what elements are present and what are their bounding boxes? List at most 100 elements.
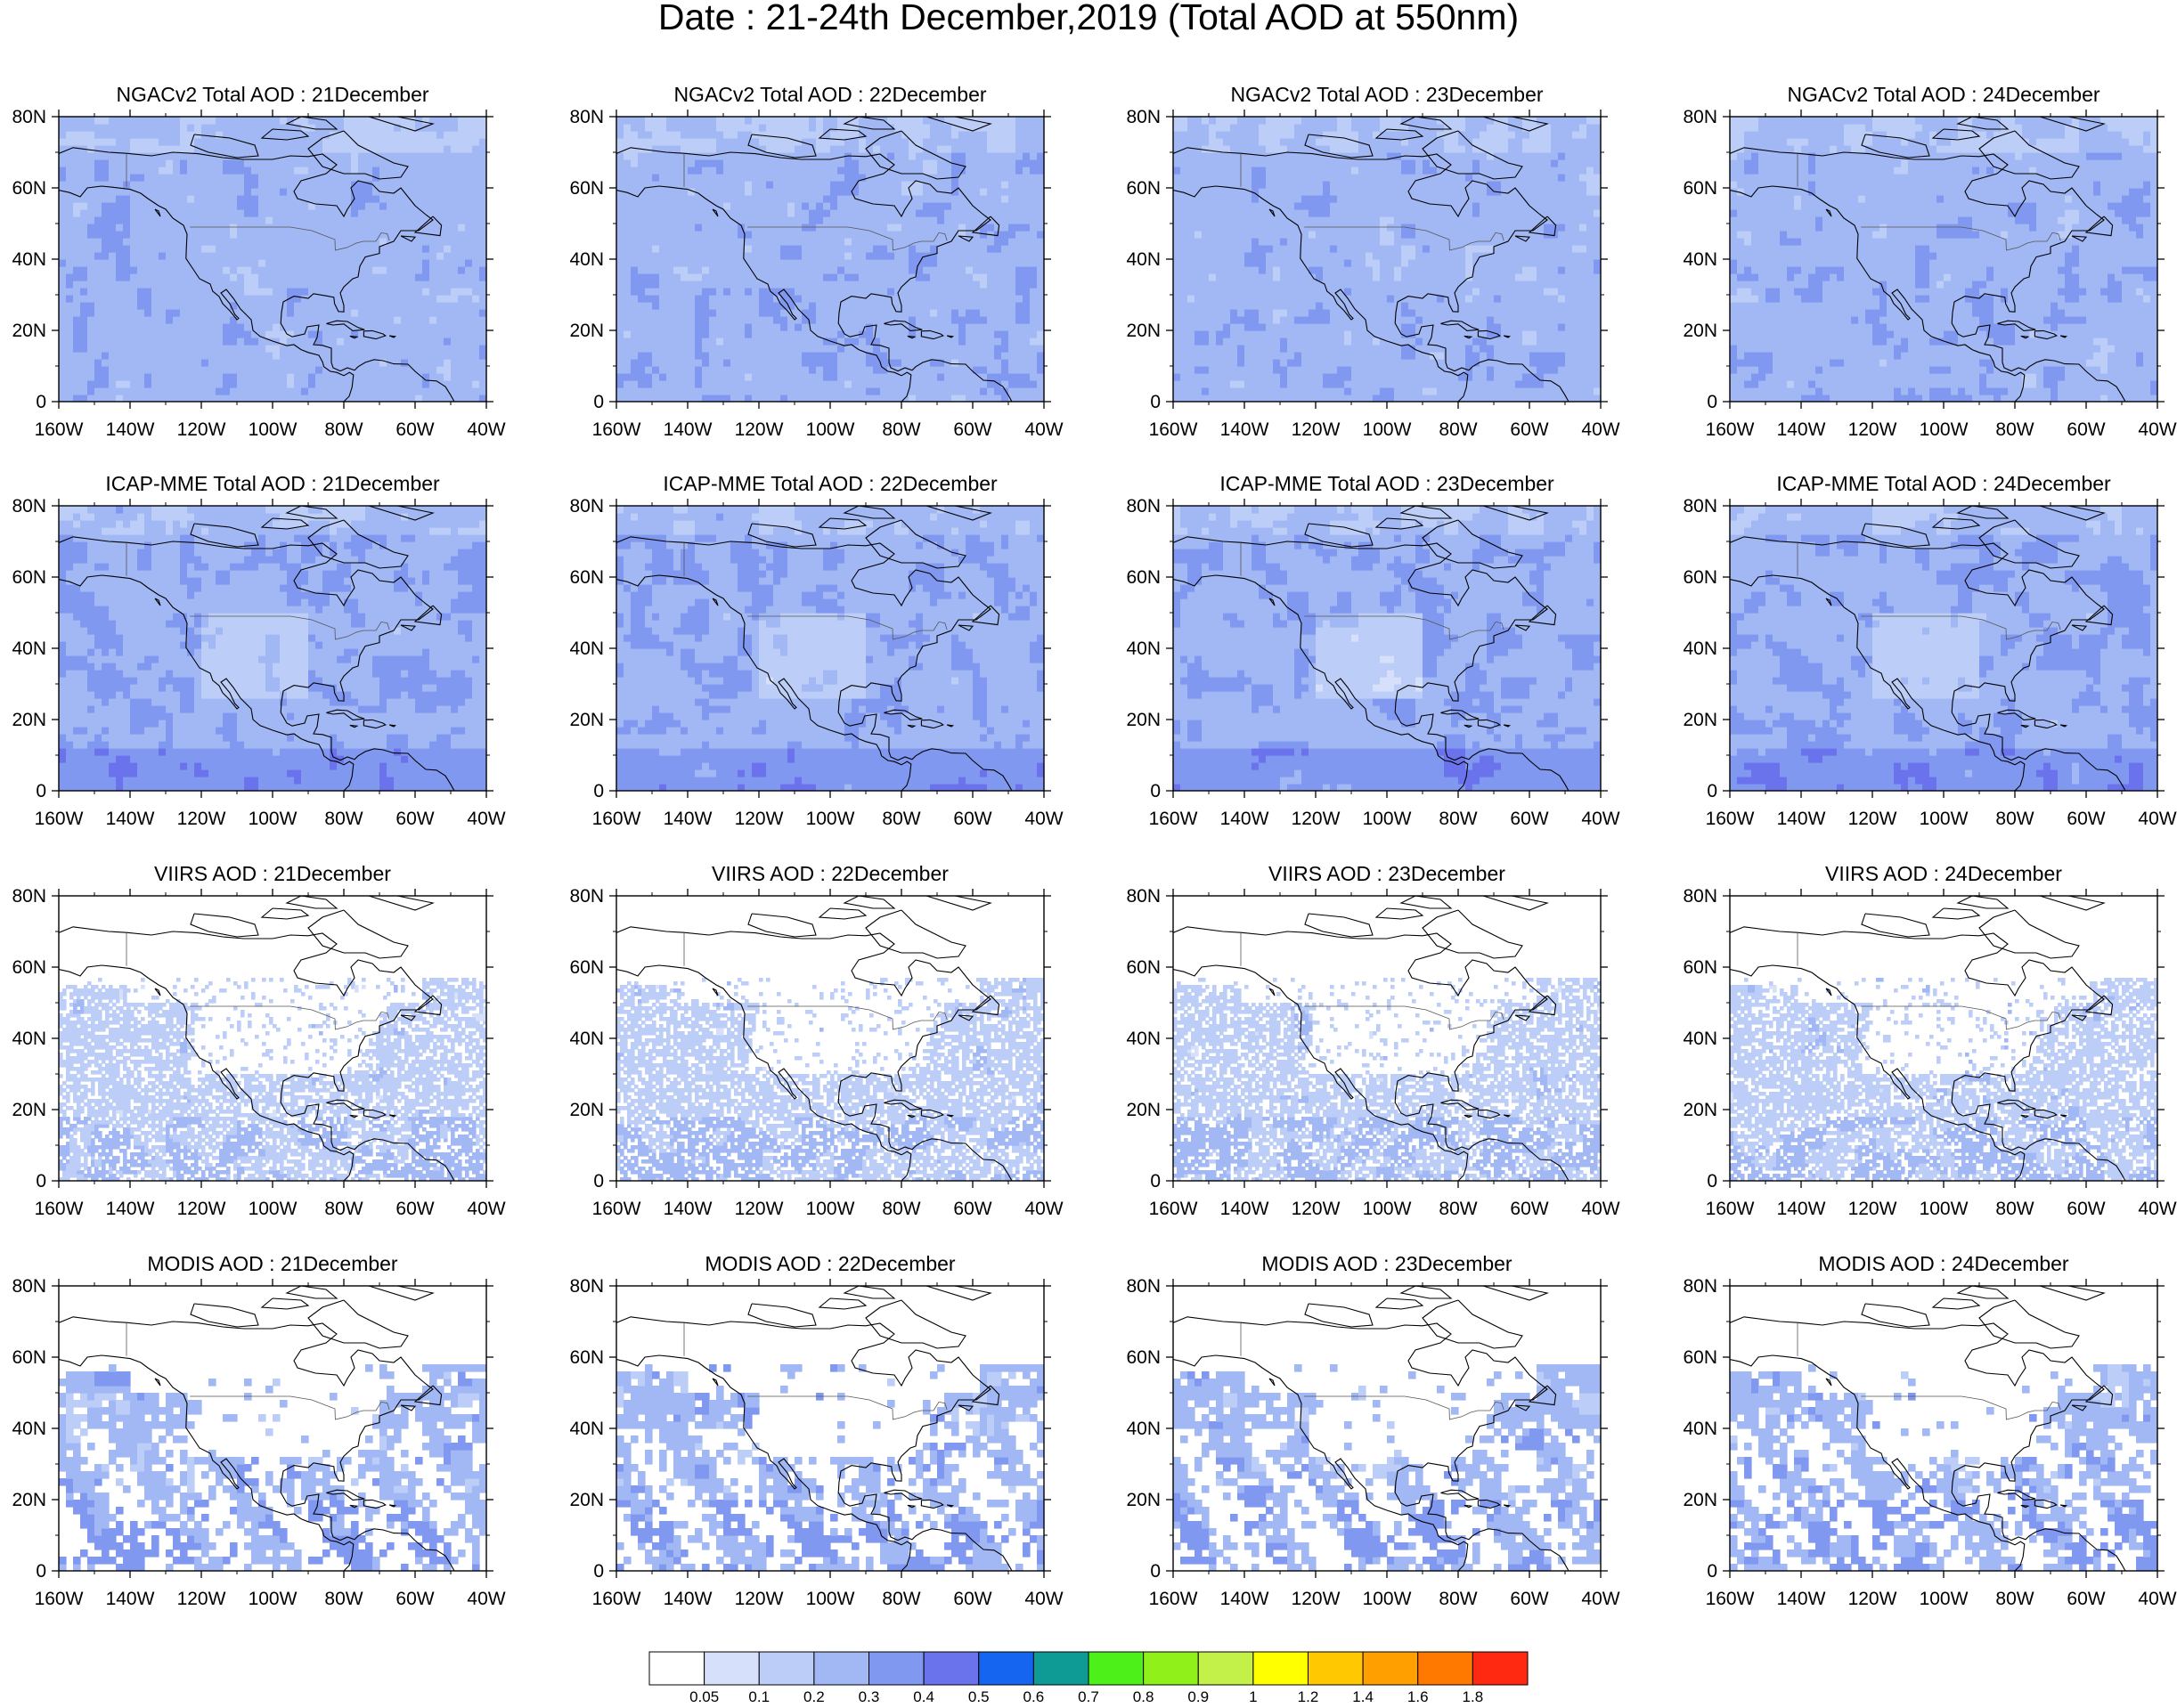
aod-cell xyxy=(837,345,845,353)
aod-cell xyxy=(823,295,831,303)
aod-cell xyxy=(916,338,924,346)
aod-cell xyxy=(194,288,202,296)
aod-cell xyxy=(180,295,188,303)
aod-cell xyxy=(752,309,760,317)
aod-cell xyxy=(273,181,281,189)
aod-cell xyxy=(624,380,632,388)
coastline-segment xyxy=(154,208,161,217)
aod-cell xyxy=(159,167,167,175)
aod-cell xyxy=(994,238,1002,246)
aod-cell xyxy=(436,316,444,324)
aod-cell xyxy=(688,238,696,246)
aod-cell xyxy=(330,373,338,381)
aod-cell xyxy=(116,330,124,338)
aod-cell xyxy=(624,174,632,182)
aod-cell xyxy=(1015,338,1023,346)
aod-cell xyxy=(652,359,660,367)
aod-cell xyxy=(415,295,423,303)
aod-cell xyxy=(94,309,102,317)
aod-cell xyxy=(816,387,824,395)
aod-cell xyxy=(973,330,981,338)
aod-cell xyxy=(73,352,81,360)
aod-cell xyxy=(887,238,895,246)
aod-cell xyxy=(773,117,781,125)
aod-cell xyxy=(344,152,352,160)
aod-cell xyxy=(1430,394,1438,402)
aod-cell xyxy=(909,394,917,402)
aod-cell xyxy=(73,366,81,374)
aod-cell xyxy=(301,174,309,182)
aod-cell xyxy=(873,338,881,346)
aod-cell xyxy=(144,159,152,167)
aod-cell xyxy=(265,238,273,246)
aod-cell xyxy=(194,373,202,381)
aod-cell xyxy=(244,195,252,203)
aod-cell xyxy=(837,245,845,253)
aod-cell xyxy=(123,138,131,146)
aod-cell xyxy=(273,302,281,310)
aod-cell xyxy=(159,309,167,317)
aod-cell xyxy=(387,352,395,360)
aod-cell xyxy=(401,387,409,395)
aod-cell xyxy=(624,117,632,125)
aod-cell xyxy=(301,316,309,324)
aod-cell xyxy=(251,394,259,402)
aod-cell xyxy=(994,273,1002,281)
aod-cell xyxy=(624,330,632,338)
aod-cell xyxy=(358,323,366,331)
aod-cell xyxy=(852,345,860,353)
aod-cell xyxy=(223,231,231,239)
aod-cell xyxy=(830,238,838,246)
aod-cell xyxy=(472,309,480,317)
aod-cell xyxy=(130,309,138,317)
aod-cell xyxy=(730,266,738,274)
aod-cell xyxy=(322,345,330,353)
aod-cell xyxy=(709,266,717,274)
aod-cell xyxy=(330,316,338,324)
aod-cell xyxy=(144,366,152,374)
aod-cell xyxy=(873,124,881,132)
aod-cell xyxy=(201,216,209,224)
aod-cell xyxy=(802,145,810,153)
aod-cell xyxy=(280,288,288,296)
aod-cell xyxy=(123,124,131,132)
aod-cell xyxy=(966,281,974,289)
aod-cell xyxy=(887,216,895,224)
aod-cell xyxy=(187,245,195,253)
aod-cell xyxy=(458,366,466,374)
aod-cell xyxy=(773,316,781,324)
aod-cell xyxy=(109,117,117,125)
aod-cell xyxy=(624,138,632,146)
aod-cell xyxy=(66,394,74,402)
aod-cell xyxy=(894,138,902,146)
aod-cell xyxy=(372,338,380,346)
aod-cell xyxy=(837,188,845,196)
aod-cell xyxy=(730,174,738,182)
aod-cell xyxy=(123,380,131,388)
aod-cell xyxy=(887,288,895,296)
aod-cell xyxy=(966,380,974,388)
aod-cell xyxy=(730,359,738,367)
aod-cell xyxy=(958,145,966,153)
aod-cell xyxy=(702,167,710,175)
aod-cell xyxy=(916,323,924,331)
aod-cell xyxy=(980,316,988,324)
aod-cell xyxy=(973,188,981,196)
aod-cell xyxy=(916,345,924,353)
aod-cell xyxy=(666,138,674,146)
aod-cell xyxy=(358,138,366,146)
aod-cell xyxy=(458,195,466,203)
aod-cell xyxy=(372,252,380,260)
aod-cell xyxy=(251,309,259,317)
aod-cell xyxy=(351,252,359,260)
aod-cell xyxy=(844,273,852,281)
aod-cell xyxy=(702,359,710,367)
aod-cell xyxy=(616,138,624,146)
aod-cell xyxy=(123,373,131,381)
aod-cell xyxy=(451,373,459,381)
aod-cell xyxy=(1030,366,1038,374)
aod-cell xyxy=(102,167,110,175)
aod-cell xyxy=(695,352,703,360)
aod-cell xyxy=(216,202,224,210)
aod-cell xyxy=(894,216,902,224)
